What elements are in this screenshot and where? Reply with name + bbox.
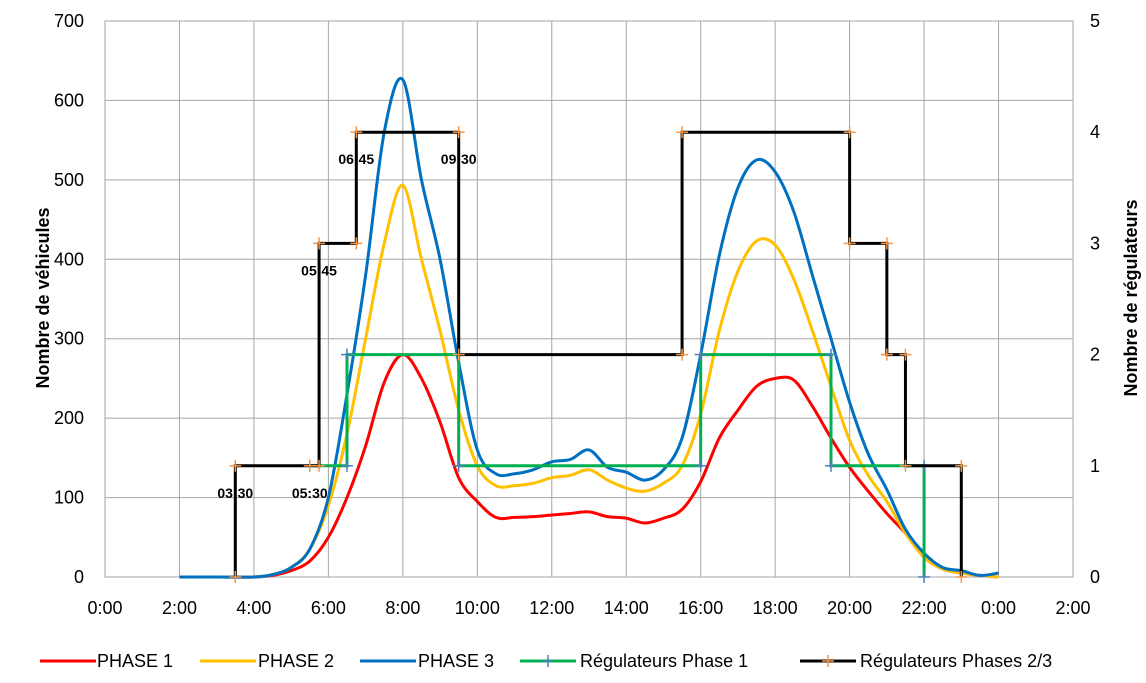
x-tick-label: 2:00 xyxy=(162,598,197,618)
x-tick-label: 10:00 xyxy=(455,598,500,618)
x-tick-label: 8:00 xyxy=(385,598,420,618)
y-tick-label: 600 xyxy=(54,90,84,110)
legend-label: PHASE 2 xyxy=(258,651,334,671)
y2-tick-label: 3 xyxy=(1090,233,1100,253)
y2-axis-title: Nombre de régulateurs xyxy=(1121,199,1141,396)
plot-area xyxy=(179,76,999,583)
y-tick-label: 0 xyxy=(74,567,84,587)
x-tick-label: 22:00 xyxy=(902,598,947,618)
data-label: 03:30 xyxy=(217,485,253,501)
legend-label: Régulateurs Phase 1 xyxy=(580,651,748,671)
y2-tick-label: 5 xyxy=(1090,11,1100,31)
x-tick-label: 20:00 xyxy=(827,598,872,618)
legend-label: Régulateurs Phases 2/3 xyxy=(860,651,1052,671)
x-tick-label: 12:00 xyxy=(529,598,574,618)
x-tick-label: 0:00 xyxy=(981,598,1016,618)
x-tick-label: 0:00 xyxy=(87,598,122,618)
grid xyxy=(104,20,1074,578)
series-phase-3-line xyxy=(179,76,999,579)
x-tick-label: 16:00 xyxy=(678,598,723,618)
data-label: 05:30 xyxy=(292,485,328,501)
data-label: 09:30 xyxy=(441,151,477,167)
legend-label: PHASE 1 xyxy=(97,651,173,671)
y-tick-label: 700 xyxy=(54,11,84,31)
x-tick-label: 18:00 xyxy=(753,598,798,618)
y-tick-label: 100 xyxy=(54,488,84,508)
x-tick-label: 2:00 xyxy=(1055,598,1090,618)
data-labels: 03:3005:3005:4506:4509:3006:3009:3015:30… xyxy=(217,151,477,501)
legend-label: PHASE 3 xyxy=(418,651,494,671)
y-tick-label: 300 xyxy=(54,329,84,349)
axes: Nombre de véhicules Nombre de régulateur… xyxy=(33,11,1141,618)
y2-tick-label: 0 xyxy=(1090,567,1100,587)
y2-tick-label: 2 xyxy=(1090,345,1100,365)
y-tick-label: 200 xyxy=(54,408,84,428)
y-tick-label: 400 xyxy=(54,249,84,269)
x-tick-label: 14:00 xyxy=(604,598,649,618)
data-label: 06:45 xyxy=(338,151,374,167)
x-tick-label: 4:00 xyxy=(236,598,271,618)
plot-border xyxy=(104,20,1074,578)
x-tick-label: 6:00 xyxy=(311,598,346,618)
legend: PHASE 1 PHASE 2 PHASE 3 Régulateurs Phase 1… xyxy=(40,651,1052,671)
y-tick-label: 500 xyxy=(54,170,84,190)
y-axis-title: Nombre de véhicules xyxy=(33,207,53,388)
data-label: 05:45 xyxy=(301,262,337,278)
series-phase-1-line xyxy=(179,353,999,579)
y2-tick-label: 1 xyxy=(1090,456,1100,476)
y2-tick-label: 4 xyxy=(1090,122,1100,142)
